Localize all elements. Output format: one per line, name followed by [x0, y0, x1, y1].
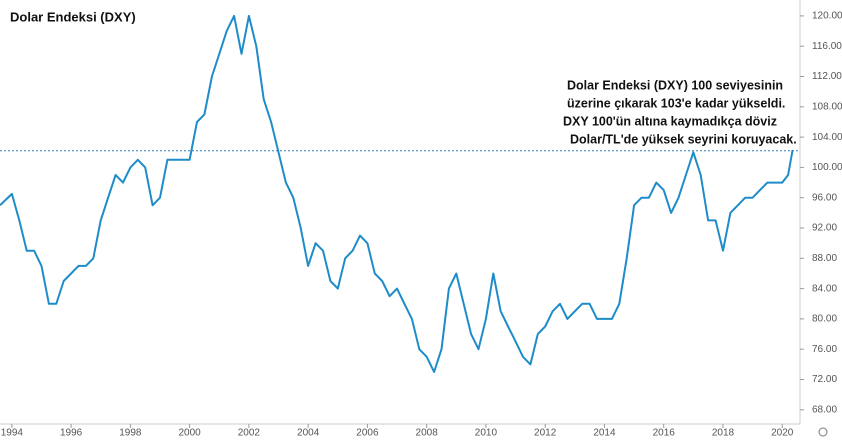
y-tick-label: 80.00	[812, 314, 837, 325]
y-tick-label: 112.00	[812, 71, 842, 82]
x-tick-label: 1998	[119, 428, 142, 439]
y-tick-label: 92.00	[812, 223, 837, 234]
x-tick-label: 2008	[416, 428, 439, 439]
annotation: DXY 100'ün altına kaymadıkça döviz	[563, 114, 777, 128]
x-tick-label: 2004	[297, 428, 320, 439]
line	[0, 14, 794, 373]
y-tick-label: 68.00	[812, 404, 837, 415]
x-tick-label: 2010	[475, 428, 498, 439]
x-tick-label: 2020	[771, 428, 794, 439]
y-tick-label: 88.00	[812, 253, 837, 264]
y-tick-label: 76.00	[812, 344, 837, 355]
x-tick-label: 2014	[593, 428, 616, 439]
y-tick-label: 116.00	[812, 41, 842, 52]
y-tick-label: 96.00	[812, 192, 837, 203]
x-tick-label: 2018	[712, 428, 735, 439]
chart-title: Dolar Endeksi (DXY)	[10, 9, 136, 24]
x-tick-label: 2006	[356, 428, 379, 439]
y-tick-label: 72.00	[812, 374, 837, 385]
annotation: Dolar/TL'de yüksek seyrini koruyacak.	[570, 132, 797, 146]
x-tick-label: 2012	[534, 428, 557, 439]
x-tick-label: 1996	[60, 428, 83, 439]
y-tick-label: 108.00	[812, 101, 842, 112]
y-tick-label: 104.00	[812, 132, 842, 143]
y-tick-label: 100.00	[812, 162, 842, 173]
y-tick-label: 84.00	[812, 283, 837, 294]
x-tick-label: 2002	[238, 428, 261, 439]
settings-icon[interactable]	[818, 427, 828, 437]
annotation: üzerine çıkarak 103'e kadar yükseldi.	[567, 96, 785, 110]
x-tick-label: 1994	[1, 428, 24, 439]
x-tick-label: 2016	[653, 428, 676, 439]
x-tick-label: 2000	[179, 428, 202, 439]
y-tick-label: 120.00	[812, 11, 842, 22]
annotation: Dolar Endeksi (DXY) 100 seviyesinin	[567, 78, 783, 92]
